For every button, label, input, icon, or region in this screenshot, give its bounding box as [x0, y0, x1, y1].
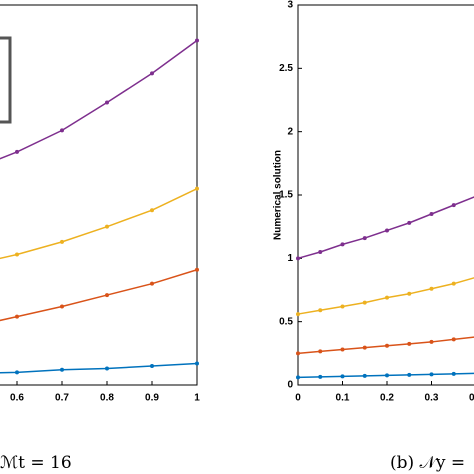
point-marker — [15, 252, 19, 257]
point-marker — [105, 293, 109, 298]
y-tick-label: 0 — [287, 380, 293, 391]
point-marker — [318, 349, 323, 354]
point-marker — [15, 149, 19, 154]
caption: ℳt = 16 — [0, 453, 72, 473]
x-tick-label: 0.4 — [469, 393, 474, 404]
point-marker — [362, 373, 367, 378]
point-marker — [105, 366, 109, 371]
y-axis-label: Numerical solution — [273, 150, 284, 240]
point-marker — [385, 373, 389, 378]
point-marker — [429, 212, 434, 216]
plot-frame — [297, 4, 474, 386]
y-tick-label: 1 — [287, 253, 293, 264]
y-tick-label: 2 — [287, 126, 293, 137]
series-line — [0, 187, 198, 260]
x-tick-label: 0.6 — [10, 393, 24, 404]
point-marker — [407, 341, 412, 346]
point-marker — [340, 347, 345, 352]
point-marker — [451, 203, 456, 208]
point-marker — [362, 236, 367, 241]
point-marker — [385, 228, 389, 233]
x-tick-label: 0.7 — [55, 393, 69, 404]
point-marker — [296, 256, 300, 261]
point-marker — [429, 372, 434, 377]
series-line — [297, 277, 474, 315]
point-marker — [195, 361, 199, 366]
point-marker — [429, 339, 434, 344]
point-marker — [60, 304, 64, 309]
series-line — [297, 196, 474, 260]
point-marker — [105, 100, 109, 105]
point-marker — [60, 367, 64, 372]
x-tick-label: 0.8 — [100, 393, 114, 404]
y-tick-label: 3 — [287, 0, 293, 11]
point-marker — [451, 281, 456, 286]
point-marker — [150, 364, 154, 368]
point-marker — [385, 343, 389, 348]
series-line — [0, 39, 198, 160]
point-marker — [429, 286, 434, 291]
point-marker — [340, 242, 345, 247]
point-marker — [318, 308, 323, 313]
point-marker — [407, 291, 412, 296]
x-tick-label: 0.3 — [425, 393, 439, 404]
point-marker — [15, 370, 19, 375]
point-marker — [105, 224, 109, 229]
point-marker — [385, 295, 389, 300]
point-marker — [150, 208, 154, 213]
point-marker — [340, 374, 345, 379]
point-marker — [195, 38, 199, 43]
point-marker — [318, 374, 323, 379]
point-marker — [60, 239, 64, 244]
series-line — [0, 269, 198, 322]
x-tick-label: 0.1 — [336, 393, 350, 404]
y-tick-label: 1.5 — [279, 190, 293, 201]
legend-box — [0, 36, 12, 124]
caption: (b) 𝒩y = — [390, 453, 465, 473]
point-marker — [195, 267, 199, 272]
point-marker — [362, 300, 367, 305]
plot-frame — [0, 4, 198, 386]
point-marker — [362, 345, 367, 350]
x-tick-label: 0.2 — [380, 393, 394, 404]
x-tick-label: 0 — [295, 393, 301, 404]
x-tick-label: 1 — [194, 393, 200, 404]
point-marker — [451, 337, 456, 342]
point-marker — [195, 186, 199, 191]
point-marker — [340, 304, 345, 309]
series-line — [0, 362, 198, 374]
point-marker — [150, 281, 154, 286]
point-marker — [296, 375, 300, 380]
point-marker — [296, 351, 300, 356]
point-marker — [60, 128, 64, 133]
point-marker — [15, 314, 19, 319]
point-marker — [407, 372, 412, 377]
y-tick-label: 0.5 — [279, 316, 293, 327]
x-tick-label: 0.9 — [145, 393, 159, 404]
y-tick-label: 2.5 — [279, 63, 293, 74]
point-marker — [407, 220, 412, 225]
point-marker — [296, 312, 300, 317]
point-marker — [150, 71, 154, 76]
point-marker — [318, 250, 323, 254]
point-marker — [451, 371, 456, 376]
